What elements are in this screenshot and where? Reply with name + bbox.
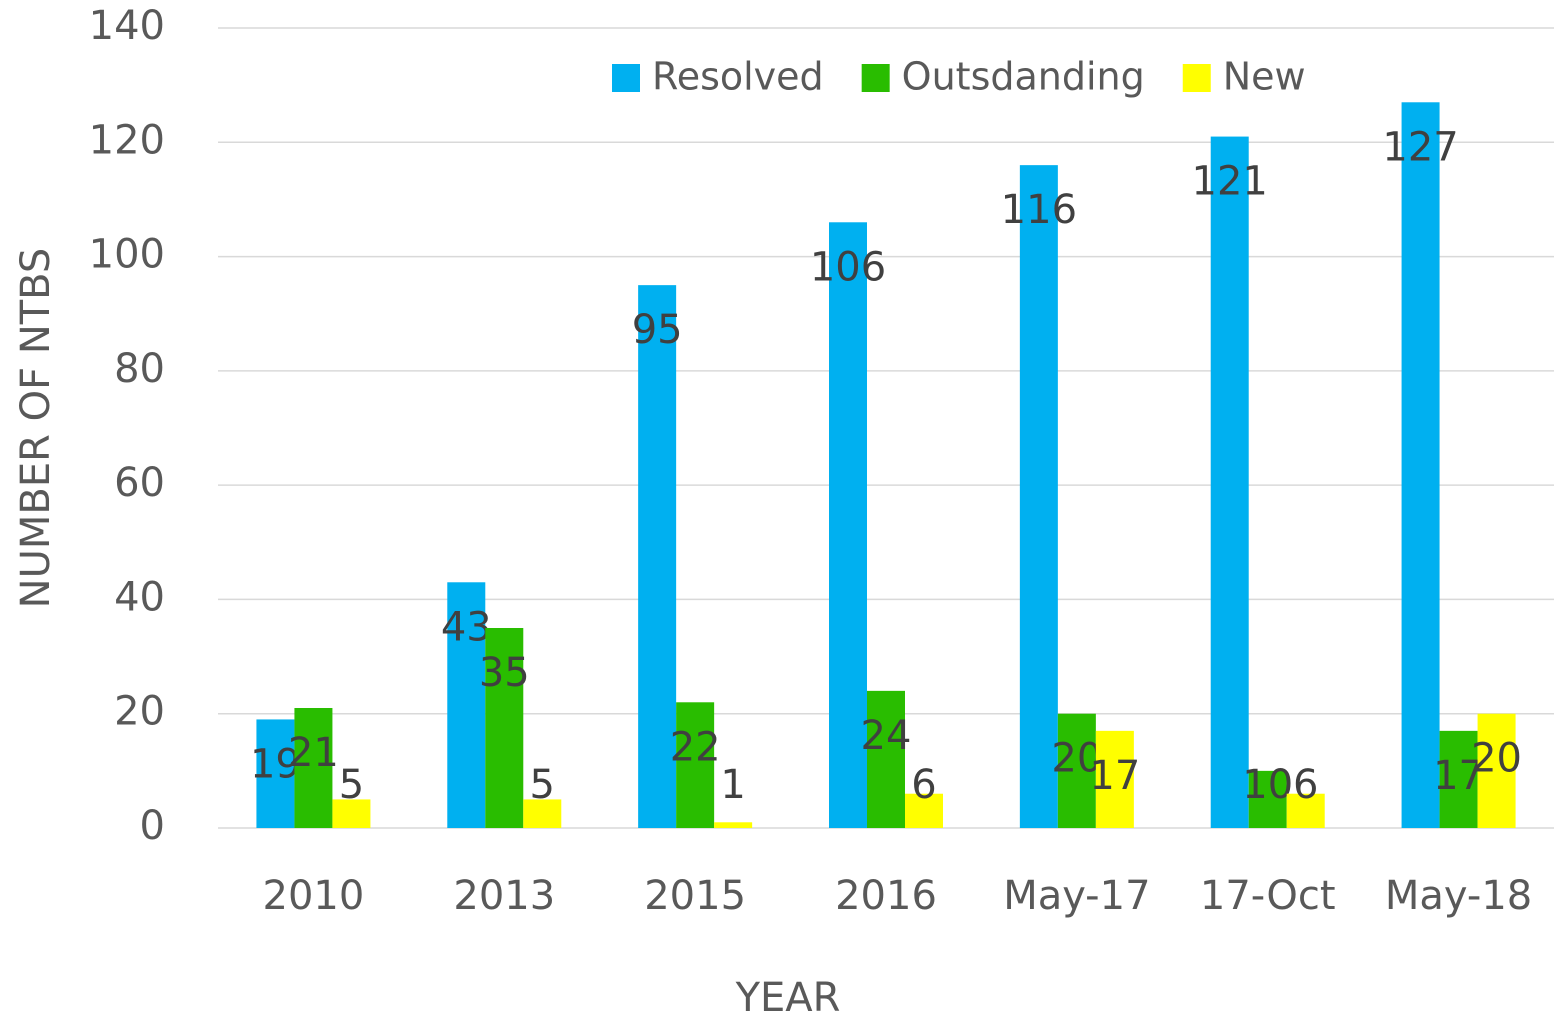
bar xyxy=(1286,793,1325,828)
bar xyxy=(1095,730,1134,828)
data-label: 116 xyxy=(1001,187,1077,233)
x-tick-label: 2013 xyxy=(453,873,555,919)
data-label: 121 xyxy=(1192,159,1268,205)
legend-label: Resolved xyxy=(652,55,824,99)
bar xyxy=(1019,165,1058,829)
bar xyxy=(1477,713,1516,828)
x-tick-label: 2016 xyxy=(835,873,937,919)
bar xyxy=(332,799,371,828)
x-tick-label: 17-Oct xyxy=(1200,873,1336,919)
y-tick-label: 120 xyxy=(89,117,165,163)
bar xyxy=(447,582,486,828)
bar xyxy=(256,719,295,828)
data-label: 43 xyxy=(441,604,492,650)
bar xyxy=(829,222,867,829)
legend-swatch xyxy=(1182,64,1211,92)
data-label: 22 xyxy=(670,724,721,770)
legend-label: New xyxy=(1223,55,1306,99)
x-tick-label: 2015 xyxy=(644,873,746,919)
y-tick-label: 140 xyxy=(89,3,165,49)
bar xyxy=(485,628,524,828)
bar xyxy=(1210,136,1249,829)
data-label: 19 xyxy=(250,741,301,787)
data-label: 95 xyxy=(632,307,683,353)
x-tick-label: May-17 xyxy=(1003,873,1150,919)
legend-label: Outsdanding xyxy=(902,55,1145,99)
bar xyxy=(1057,713,1096,828)
data-label: 127 xyxy=(1382,124,1458,170)
y-tick-label: 0 xyxy=(140,803,165,849)
bar xyxy=(1401,102,1440,829)
x-tick-label: 2010 xyxy=(263,873,365,919)
legend-swatch xyxy=(612,64,640,92)
bar xyxy=(1439,730,1478,828)
data-label: 6 xyxy=(911,762,936,808)
data-label: 21 xyxy=(288,730,339,776)
bar xyxy=(905,793,943,828)
y-tick-label: 60 xyxy=(114,460,165,506)
x-tick-label: May-18 xyxy=(1385,873,1532,919)
y-tick-label: 80 xyxy=(114,346,165,392)
data-label: 17 xyxy=(1089,753,1140,799)
y-tick-label: 100 xyxy=(89,232,165,278)
bar xyxy=(867,690,905,828)
legend-swatch xyxy=(861,64,890,92)
data-label: 20 xyxy=(1471,736,1522,782)
bar xyxy=(523,799,562,828)
data-label: 6 xyxy=(1293,762,1318,808)
bar xyxy=(638,285,677,829)
bar xyxy=(676,702,715,828)
data-label: 1 xyxy=(720,762,745,808)
data-label: 20 xyxy=(1051,736,1102,782)
bar xyxy=(1248,770,1287,828)
y-axis-title: NUMBER OF NTBS xyxy=(13,248,59,609)
x-axis-title: YEAR xyxy=(735,975,841,1021)
bar xyxy=(714,822,753,828)
y-tick-label: 20 xyxy=(114,689,165,735)
data-label: 106 xyxy=(810,244,886,290)
data-label: 5 xyxy=(339,762,364,808)
data-label: 17 xyxy=(1433,753,1484,799)
data-label: 24 xyxy=(861,713,912,759)
data-label: 10 xyxy=(1242,762,1293,808)
data-label: 5 xyxy=(530,762,555,808)
data-label: 35 xyxy=(479,650,530,696)
y-tick-label: 40 xyxy=(114,574,165,620)
bar xyxy=(294,708,333,828)
